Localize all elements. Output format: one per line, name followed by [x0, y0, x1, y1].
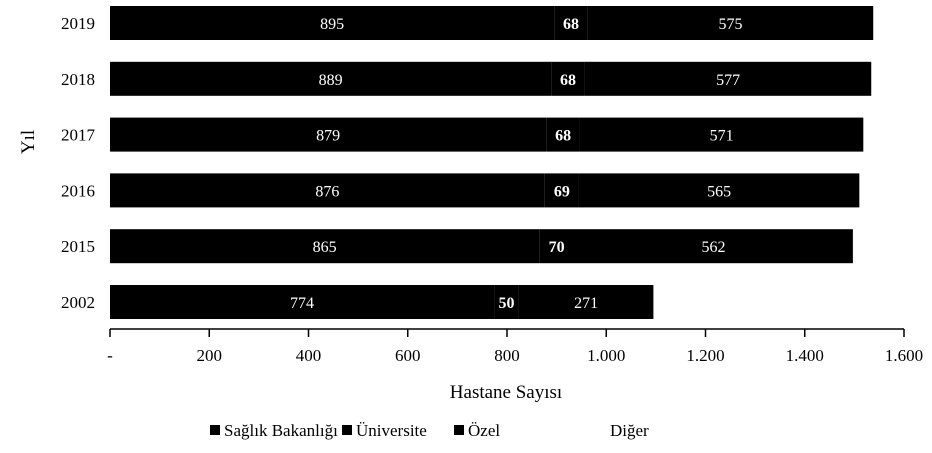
- bar-segment: [539, 229, 574, 264]
- data-label: 565: [707, 183, 731, 200]
- bar-segment: [587, 6, 874, 40]
- x-tick-label: 800: [494, 346, 520, 365]
- legend: Sağlık Bakanlığı Üniversite Özel Diğer: [210, 421, 649, 440]
- legend-entry: Üniversite: [356, 421, 427, 440]
- bar-segment: [110, 173, 545, 208]
- x-tick-label: 200: [197, 346, 223, 365]
- bar-segment: [573, 229, 853, 264]
- bar-segment: [110, 285, 495, 319]
- data-label: 69: [554, 183, 570, 200]
- x-tick-label: 1.400: [786, 346, 824, 365]
- bar-segment: [110, 61, 552, 96]
- legend-swatch: [342, 425, 352, 435]
- category-label: 2017: [61, 126, 96, 145]
- bar-segment: [578, 173, 860, 208]
- x-tick-label: 1.200: [686, 346, 724, 365]
- category-label: 2016: [61, 181, 95, 200]
- data-label: 895: [320, 16, 344, 33]
- data-label: 879: [316, 128, 340, 145]
- category-label: 2018: [61, 70, 95, 89]
- data-label: 68: [563, 16, 579, 33]
- bar-segment: [579, 117, 864, 152]
- data-label: 577: [716, 72, 740, 89]
- data-label: 876: [315, 183, 339, 200]
- category-label: 2019: [61, 14, 95, 33]
- category-labels-layer: 2019 2018 2017 2016 2015 2002: [61, 14, 96, 312]
- x-tick-label: 600: [395, 346, 421, 365]
- bar-segment: [551, 61, 585, 96]
- x-tick-label: 1.000: [587, 346, 625, 365]
- data-label: 774: [290, 295, 314, 312]
- category-label: 2002: [61, 293, 95, 312]
- data-label: 68: [555, 128, 571, 145]
- legend-swatch: [210, 425, 220, 435]
- data-label: 575: [719, 16, 743, 33]
- data-label: 571: [710, 128, 734, 145]
- bar-segment: [110, 6, 555, 40]
- data-label: 271: [574, 295, 598, 312]
- data-label: 50: [499, 295, 515, 312]
- bar-segment: [546, 117, 580, 152]
- legend-entry: Diğer: [610, 421, 649, 440]
- bars-layer: [110, 6, 874, 319]
- x-tick-label: -: [107, 346, 113, 365]
- legend-entry: Özel: [468, 421, 500, 440]
- x-tick-label: 400: [296, 346, 322, 365]
- x-axis: - 200 400 600 800 1.000 1.200 1.400 1.600: [107, 328, 923, 365]
- bar-segment: [494, 285, 519, 319]
- data-label: 68: [560, 72, 576, 89]
- legend-entry: Sağlık Bakanlığı: [224, 421, 338, 440]
- bar-segment: [110, 117, 547, 152]
- data-label: 889: [319, 72, 343, 89]
- y-axis-title: Yıl: [18, 130, 39, 154]
- data-labels-layer: 895 68 575 889 68 577 879 68 571 876 69 565 865 70 562…: [290, 16, 743, 312]
- data-label: 865: [313, 239, 337, 256]
- legend-swatch: [454, 425, 464, 435]
- bar-segment: [554, 6, 588, 40]
- x-axis-title: Hastane Sayısı: [450, 382, 562, 403]
- bar-segment: [518, 285, 654, 319]
- bar-segment: [110, 229, 540, 264]
- category-label: 2015: [61, 237, 95, 256]
- bar-segment: [544, 173, 579, 208]
- bar-segment: [584, 61, 872, 96]
- data-label: 562: [701, 239, 725, 256]
- x-tick-label: 1.600: [885, 346, 923, 365]
- data-label: 70: [549, 239, 565, 256]
